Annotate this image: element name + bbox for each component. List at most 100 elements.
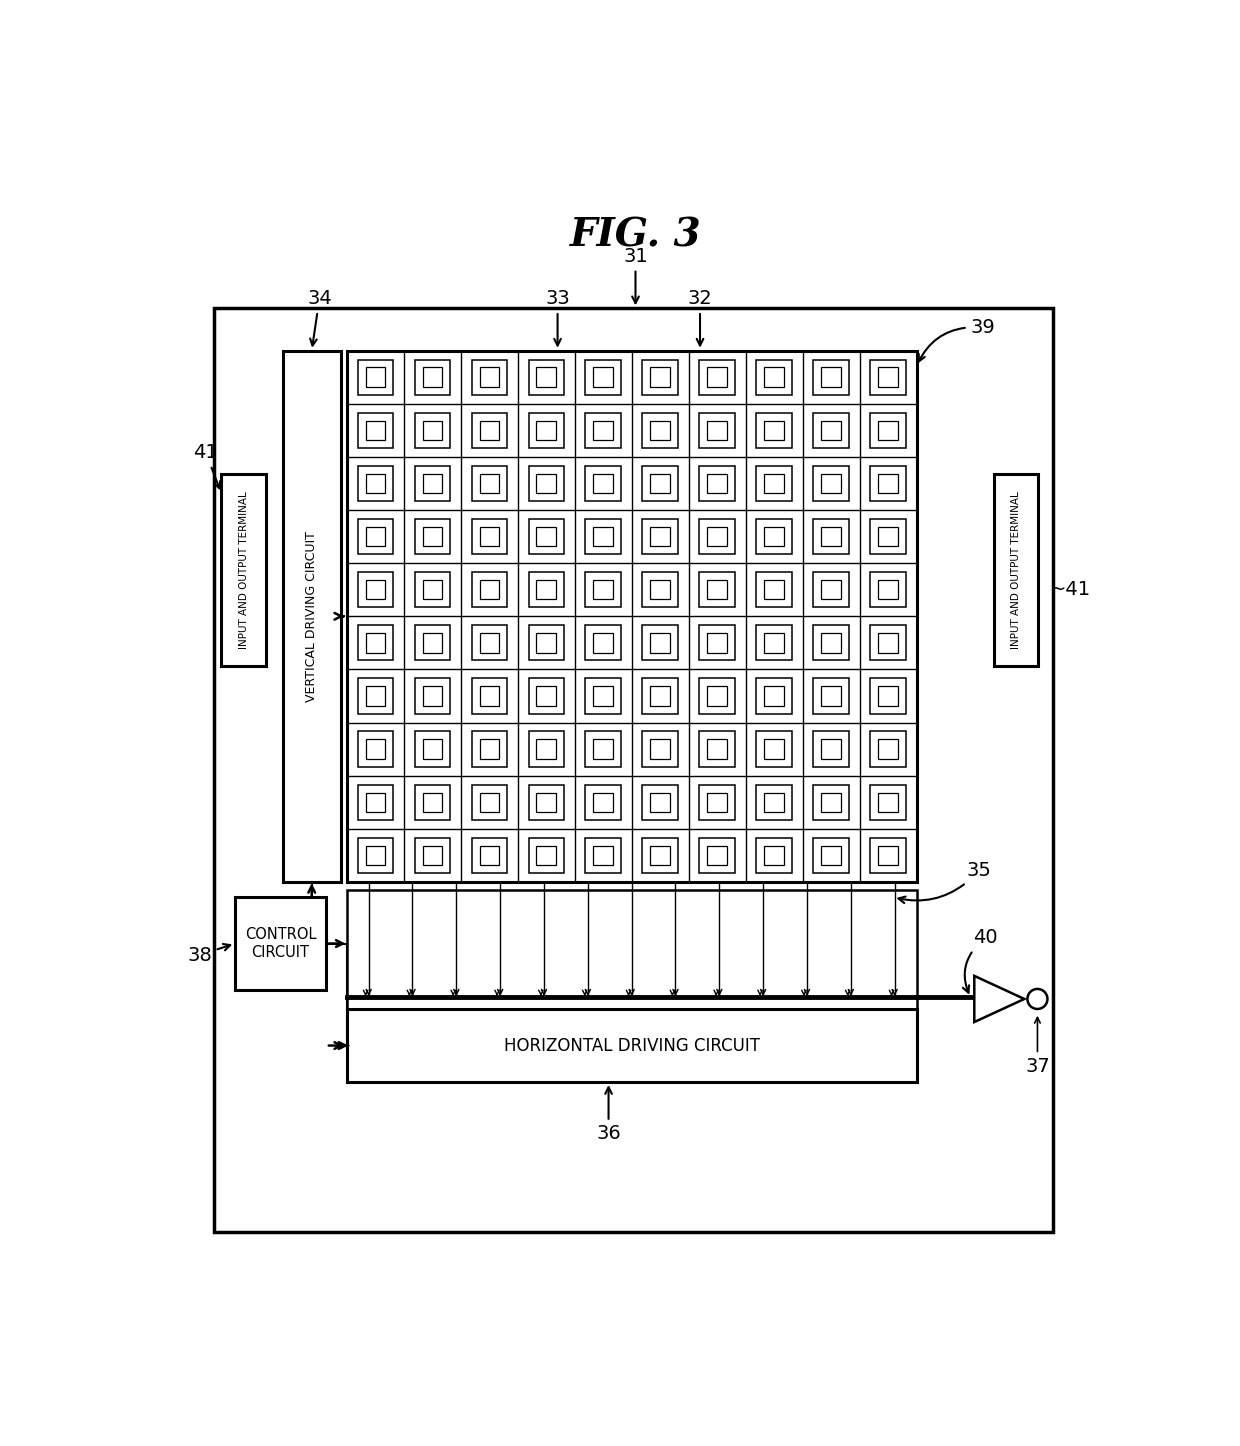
Bar [423, 474, 441, 493]
Bar [585, 412, 621, 448]
Bar [756, 732, 792, 766]
Bar [347, 889, 916, 998]
Text: 32: 32 [688, 289, 713, 346]
Bar [528, 837, 564, 873]
Bar [821, 367, 841, 388]
Bar [357, 519, 393, 554]
Bar [423, 687, 441, 706]
Bar [585, 519, 621, 554]
Bar [878, 421, 898, 440]
Bar [423, 526, 441, 547]
Bar [594, 580, 613, 600]
Bar [642, 573, 678, 607]
Bar [821, 739, 841, 759]
Bar [423, 633, 441, 652]
Bar [821, 633, 841, 652]
Text: ~41: ~41 [1050, 580, 1091, 599]
Bar [708, 474, 727, 493]
Bar [347, 350, 916, 882]
Bar [528, 625, 564, 661]
Bar [585, 837, 621, 873]
Bar [699, 466, 735, 502]
Bar [357, 412, 393, 448]
Polygon shape [975, 976, 1024, 1022]
Bar [366, 739, 384, 759]
Bar [471, 412, 507, 448]
Bar [764, 633, 784, 652]
Bar [585, 573, 621, 607]
Bar [366, 633, 384, 652]
Bar [366, 687, 384, 706]
Bar [870, 360, 905, 395]
Bar [764, 526, 784, 547]
Text: VERTICAL DRIVING CIRCUIT: VERTICAL DRIVING CIRCUIT [305, 531, 319, 701]
Bar [878, 633, 898, 652]
Bar [878, 580, 898, 600]
Bar [878, 792, 898, 811]
Bar [471, 678, 507, 714]
Bar [642, 678, 678, 714]
Bar [821, 421, 841, 440]
Bar [414, 412, 450, 448]
Bar [480, 739, 498, 759]
Bar [756, 837, 792, 873]
Bar [813, 412, 848, 448]
Bar [357, 360, 393, 395]
Bar [878, 367, 898, 388]
Bar [642, 625, 678, 661]
Bar [366, 526, 384, 547]
Bar [651, 580, 670, 600]
Bar [813, 785, 848, 820]
Bar [347, 1009, 916, 1082]
Bar [594, 739, 613, 759]
Bar [756, 360, 792, 395]
Circle shape [1028, 989, 1048, 1009]
Bar [537, 367, 556, 388]
Text: 33: 33 [546, 289, 570, 346]
Bar [821, 687, 841, 706]
Text: 36: 36 [596, 1087, 621, 1144]
Bar [480, 580, 498, 600]
Bar [471, 837, 507, 873]
Bar [471, 519, 507, 554]
Bar [708, 687, 727, 706]
Text: 37: 37 [1025, 1057, 1050, 1076]
Bar [870, 573, 905, 607]
Bar [708, 526, 727, 547]
Bar [414, 625, 450, 661]
Bar [357, 466, 393, 502]
Bar [471, 360, 507, 395]
Bar [537, 526, 556, 547]
Bar [423, 846, 441, 865]
Bar [764, 846, 784, 865]
Bar [471, 785, 507, 820]
Bar [756, 412, 792, 448]
Bar [651, 421, 670, 440]
Bar [651, 367, 670, 388]
Bar [870, 678, 905, 714]
Bar [878, 739, 898, 759]
Text: 34: 34 [308, 289, 332, 346]
Bar [870, 466, 905, 502]
Bar [699, 519, 735, 554]
Text: 31: 31 [624, 247, 647, 304]
Bar [821, 792, 841, 811]
Bar [585, 785, 621, 820]
Bar [528, 466, 564, 502]
Bar [213, 308, 1053, 1232]
Bar [594, 474, 613, 493]
Bar [813, 625, 848, 661]
Bar [699, 625, 735, 661]
Bar [528, 412, 564, 448]
Bar [357, 573, 393, 607]
Bar [708, 846, 727, 865]
Bar [357, 837, 393, 873]
Bar [813, 360, 848, 395]
Bar [480, 367, 498, 388]
Bar [821, 526, 841, 547]
Bar [414, 678, 450, 714]
Bar [699, 785, 735, 820]
Bar [366, 580, 384, 600]
Bar [357, 732, 393, 766]
Bar [699, 732, 735, 766]
